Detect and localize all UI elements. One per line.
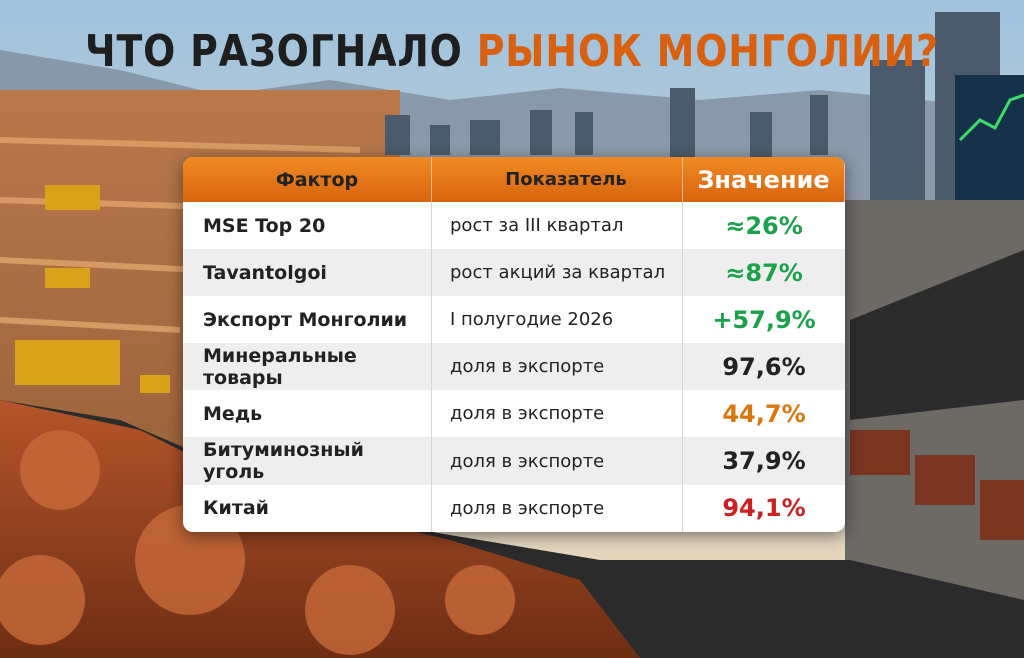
title: ЧТО РАЗОГНАЛО РЫНОК МОНГОЛИИ?: [72, 26, 953, 77]
table-row: Битуминозный уголь доля в экспорте 37,9%: [183, 437, 845, 485]
text-cell: Китай: [183, 484, 432, 532]
text-cell: доля в экспорте: [432, 437, 683, 485]
value-cell: +57,9%: [712, 305, 816, 334]
title-part: РЫНОК МОНГОЛИИ?: [476, 26, 939, 77]
header-cell: Фактор: [183, 157, 432, 202]
value-cell: ≈26%: [725, 211, 803, 240]
table: Фактор Показатель Значение MSE Top 20 рост з…: [183, 157, 845, 532]
value-cell: 44,7%: [722, 399, 806, 428]
text-cell: I полугодие 2026: [432, 296, 683, 344]
table-row: Tavantolgoi рост акций за квартал ≈87%: [183, 249, 845, 297]
header-cell: Показатель: [432, 157, 683, 202]
table-row: Медь доля в экспорте 44,7%: [183, 390, 845, 438]
value-cell: 97,6%: [722, 352, 806, 381]
text-cell: Tavantolgoi: [183, 249, 432, 297]
text-cell: рост за III квартал: [432, 202, 683, 250]
text-cell: Медь: [183, 390, 432, 438]
text-cell: рост акций за квартал: [432, 249, 683, 297]
text-cell: Экспорт Монголии: [183, 296, 432, 344]
text-cell: MSE Top 20: [183, 202, 432, 250]
table-row: Китай доля в экспорте 94,1%: [183, 484, 845, 532]
table-header: Фактор Показатель Значение: [183, 157, 845, 202]
value-cell: 37,9%: [722, 447, 806, 476]
text-cell: доля в экспорте: [432, 484, 683, 532]
table-row: Минеральные товары доля в экспорте 97,6%: [183, 343, 845, 391]
text-cell: доля в экспорте: [432, 390, 683, 438]
table-row: Экспорт Монголии I полугодие 2026 +57,9%: [183, 296, 845, 344]
table-row: MSE Top 20 рост за III квартал ≈26%: [183, 202, 845, 250]
header-cell: Значение: [683, 157, 845, 202]
text-cell: Минеральные товары: [183, 343, 432, 391]
text-cell: Битуминозный уголь: [183, 437, 432, 485]
title-part: ЧТО РАЗОГНАЛО: [85, 26, 463, 77]
value-cell: ≈87%: [725, 258, 803, 287]
value-cell: 94,1%: [722, 494, 806, 523]
text-cell: доля в экспорте: [432, 343, 683, 391]
